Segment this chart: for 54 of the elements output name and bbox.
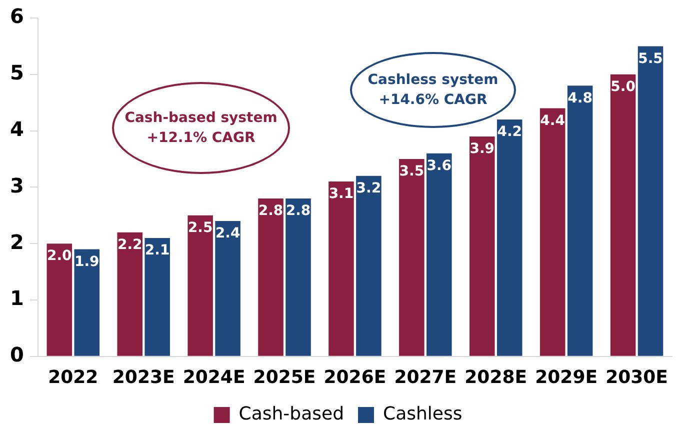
data-label: 2.4 <box>215 226 240 242</box>
bar <box>426 153 452 356</box>
data-label: 5.5 <box>638 50 663 67</box>
x-tick-label: 2029E <box>535 366 598 388</box>
x-tick-label: 2022 <box>48 366 98 388</box>
data-label: 2.1 <box>144 242 170 259</box>
bar <box>496 120 522 356</box>
y-tick-label: 6 <box>10 4 24 28</box>
bar <box>610 74 636 356</box>
x-tick-label: 2027E <box>394 366 457 388</box>
data-label: 4.8 <box>568 90 592 106</box>
bar <box>356 176 382 356</box>
y-tick-label: 5 <box>10 60 24 85</box>
y-tick-label: 3 <box>10 173 24 198</box>
legend-label: Cashless <box>383 404 462 425</box>
x-tick-label: 2024E <box>182 366 246 388</box>
x-tick-label: 2023E <box>112 366 175 388</box>
bar <box>540 108 566 356</box>
data-label: 3.9 <box>470 141 495 158</box>
bar <box>144 238 170 356</box>
oval-outline: Cash-based system +12.1% CAGR <box>112 82 290 174</box>
bar <box>188 215 213 356</box>
x-tick-label: 2028E <box>464 366 528 388</box>
data-label: 2.8 <box>286 203 311 220</box>
data-label: 3.2 <box>356 180 382 197</box>
data-label: 3.6 <box>426 158 452 174</box>
y-tick-label: 0 <box>10 342 24 367</box>
bar <box>74 249 100 356</box>
y-tick-label: 2 <box>10 230 24 254</box>
bar <box>258 198 284 356</box>
bar <box>399 159 424 356</box>
data-label: 2.5 <box>188 220 213 236</box>
data-label: 2.2 <box>117 236 142 253</box>
bar <box>567 86 593 356</box>
y-tick-label: 4 <box>10 117 24 142</box>
bar <box>117 232 142 356</box>
legend-label: Cash-based <box>238 404 344 425</box>
data-label: 1.9 <box>74 254 100 270</box>
data-label: 2.0 <box>47 248 72 264</box>
bar <box>215 221 240 356</box>
bar <box>638 46 664 356</box>
data-label: 5.0 <box>610 79 636 96</box>
x-tick-label: 2030E <box>606 366 668 388</box>
data-label: 4.4 <box>540 112 566 129</box>
bar <box>286 198 311 356</box>
data-label: 3.5 <box>399 164 424 180</box>
x-tick-label: 2025E <box>253 366 316 388</box>
bar <box>46 244 72 356</box>
data-label: 2.8 <box>258 203 284 220</box>
data-label: 3.1 <box>328 186 354 202</box>
y-tick-label: 1 <box>10 286 24 310</box>
bar <box>469 136 495 356</box>
bar <box>328 182 354 356</box>
x-tick-label: 2026E <box>324 366 386 388</box>
